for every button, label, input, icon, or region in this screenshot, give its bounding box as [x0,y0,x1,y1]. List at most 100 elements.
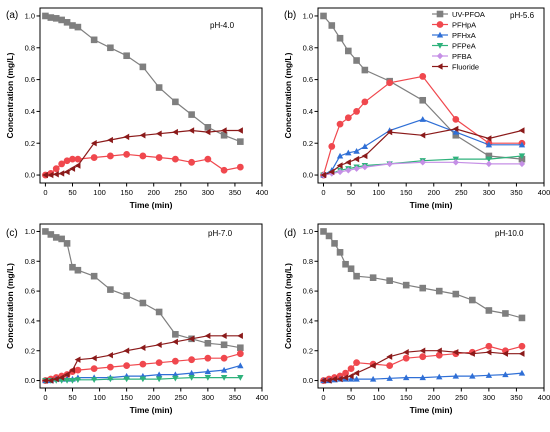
data-point [188,335,195,342]
data-point [204,124,212,131]
x-tick-label: 100 [372,188,385,197]
y-tick-label: 0.8 [303,43,313,52]
x-tick-label: 0 [321,188,325,197]
y-tick-label: 1.0 [25,12,35,21]
ph-annotation: pH-10.0 [495,229,524,238]
y-tick-label: 1.0 [25,227,35,236]
x-axis-label: Time (min) [410,200,453,210]
data-point [63,157,71,165]
x-tick-label: 350 [229,393,242,402]
data-point [139,376,147,383]
data-point [90,354,97,362]
panel-label: (b) [284,10,296,21]
x-tick-label: 150 [120,188,133,197]
data-point [42,171,48,179]
data-point [42,377,48,384]
data-point [69,165,76,172]
data-point [123,362,131,370]
y-tick-label: 0.0 [303,376,313,385]
legend-marker [436,21,444,28]
data-point [518,153,526,160]
data-point [74,155,82,163]
data-point [237,375,244,381]
data-point [220,131,228,139]
data-point [69,377,76,384]
x-tick-label: 200 [147,188,160,197]
data-point [386,79,394,87]
panel-c: 0 50 100 150 200 250 300 350 400 0.0 0.2 0.4 0.6 0.8 1… [5,223,268,415]
y-tick-label: 0.2 [25,139,35,148]
y-tick-label: 0.2 [303,346,313,355]
data-point [452,372,460,379]
data-point [69,22,76,29]
plot-frame [39,223,263,389]
data-point [139,360,147,368]
data-point [90,377,98,383]
data-point [123,150,131,158]
series-line [323,231,523,319]
x-tick-label: 250 [175,393,188,402]
y-tick-label: 0.4 [25,317,35,326]
data-point [220,375,228,381]
data-point [342,260,349,268]
y-tick-label: 0.4 [303,107,313,116]
data-point [469,350,475,357]
data-point [336,162,343,169]
data-point [353,165,360,172]
data-point [518,369,526,376]
data-point [353,375,360,382]
data-point [220,341,228,349]
x-tick-label: 0 [43,188,47,197]
x-tick-label: 350 [229,188,242,197]
plot-frame [39,7,263,184]
y-tick-label: 0.0 [303,171,313,180]
data-point [518,160,526,168]
data-point [452,349,459,356]
data-point [155,308,163,316]
x-tick-label: 50 [68,188,76,197]
data-point [90,154,98,161]
data-point [361,143,369,149]
panel-a: 0 50 100 150 200 250 300 350 400 0.0 0.2 0.4 0.6 0.8 1… [5,7,269,210]
legend-item: PFHpA [432,20,476,29]
legend-label: PFBA [452,52,472,61]
data-point [361,163,369,171]
data-point [518,350,525,357]
x-tick-label: 150 [400,393,413,402]
data-point [369,375,377,382]
data-point [58,170,65,177]
data-point [353,155,360,163]
legend-item: UV-PFOA [432,10,485,19]
data-point [188,369,195,376]
data-point [53,171,59,178]
x-tick-label: 100 [372,393,385,402]
y-tick-label: 0.6 [25,75,35,84]
x-tick-label: 100 [93,188,106,197]
data-point [469,372,476,379]
data-point [42,228,49,235]
data-point [336,375,343,383]
data-point [452,290,460,298]
data-point [90,365,98,373]
data-point [344,114,352,122]
x-tick-label: 400 [538,188,550,197]
data-point [188,356,196,364]
data-point [107,136,113,144]
series-line [323,118,522,176]
data-point [47,14,55,21]
y-tick-label: 0.2 [25,346,35,355]
series-fluoride [320,125,525,179]
legend-marker [436,42,444,49]
data-point [328,22,336,29]
x-tick-label: 400 [256,188,269,197]
data-point [220,166,228,174]
data-point [90,140,97,147]
x-tick-label: 350 [510,393,523,402]
data-point [237,127,243,134]
data-point [236,163,244,171]
data-point [139,152,147,160]
data-point [58,160,66,168]
x-axis-label: Time (min) [130,200,173,210]
